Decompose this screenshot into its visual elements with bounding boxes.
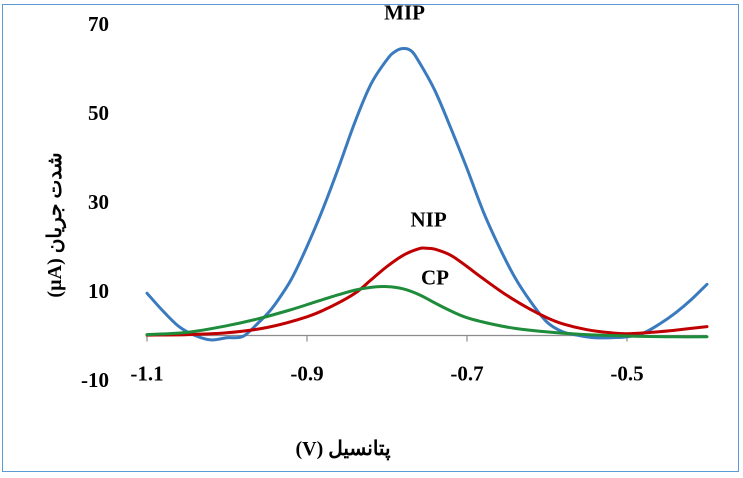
x-tick-label: -0.9 [290,362,323,386]
series-line-mip [145,46,709,342]
voltammogram-chart: -1.1 -0.9 -0.7 -0.5 -10 10 30 50 70 MIP NIP CP پت… [44,1,709,460]
chart-frame: -1.1 -0.9 -0.7 -0.5 -10 10 30 50 70 MIP NIP CP پت… [2,1,739,472]
series-annotations: MIP NIP CP [384,1,449,290]
x-tick-label: -1.1 [130,362,163,386]
x-tick-labels: -1.1 -0.9 -0.7 -0.5 [130,362,643,386]
series-label-mip: MIP [384,5,425,25]
x-tick-label: -0.5 [610,362,643,386]
y-axis-title: شدت جریان (µA) [44,152,67,297]
series-line-cp [145,285,709,339]
series-lines [145,46,709,342]
y-tick-label: 70 [88,12,109,36]
series-label-cp: CP [421,265,449,289]
series-line-nip [145,246,709,337]
y-tick-label: -10 [81,368,109,392]
y-tick-label: 30 [88,190,109,214]
x-tick-label: -0.7 [450,362,483,386]
y-tick-label: 10 [88,279,109,303]
series-label-nip: NIP [411,207,447,231]
y-tick-labels: -10 10 30 50 70 [81,12,109,392]
x-axis-title: پتانسیل (V) [295,438,391,460]
y-tick-label: 50 [88,101,109,125]
